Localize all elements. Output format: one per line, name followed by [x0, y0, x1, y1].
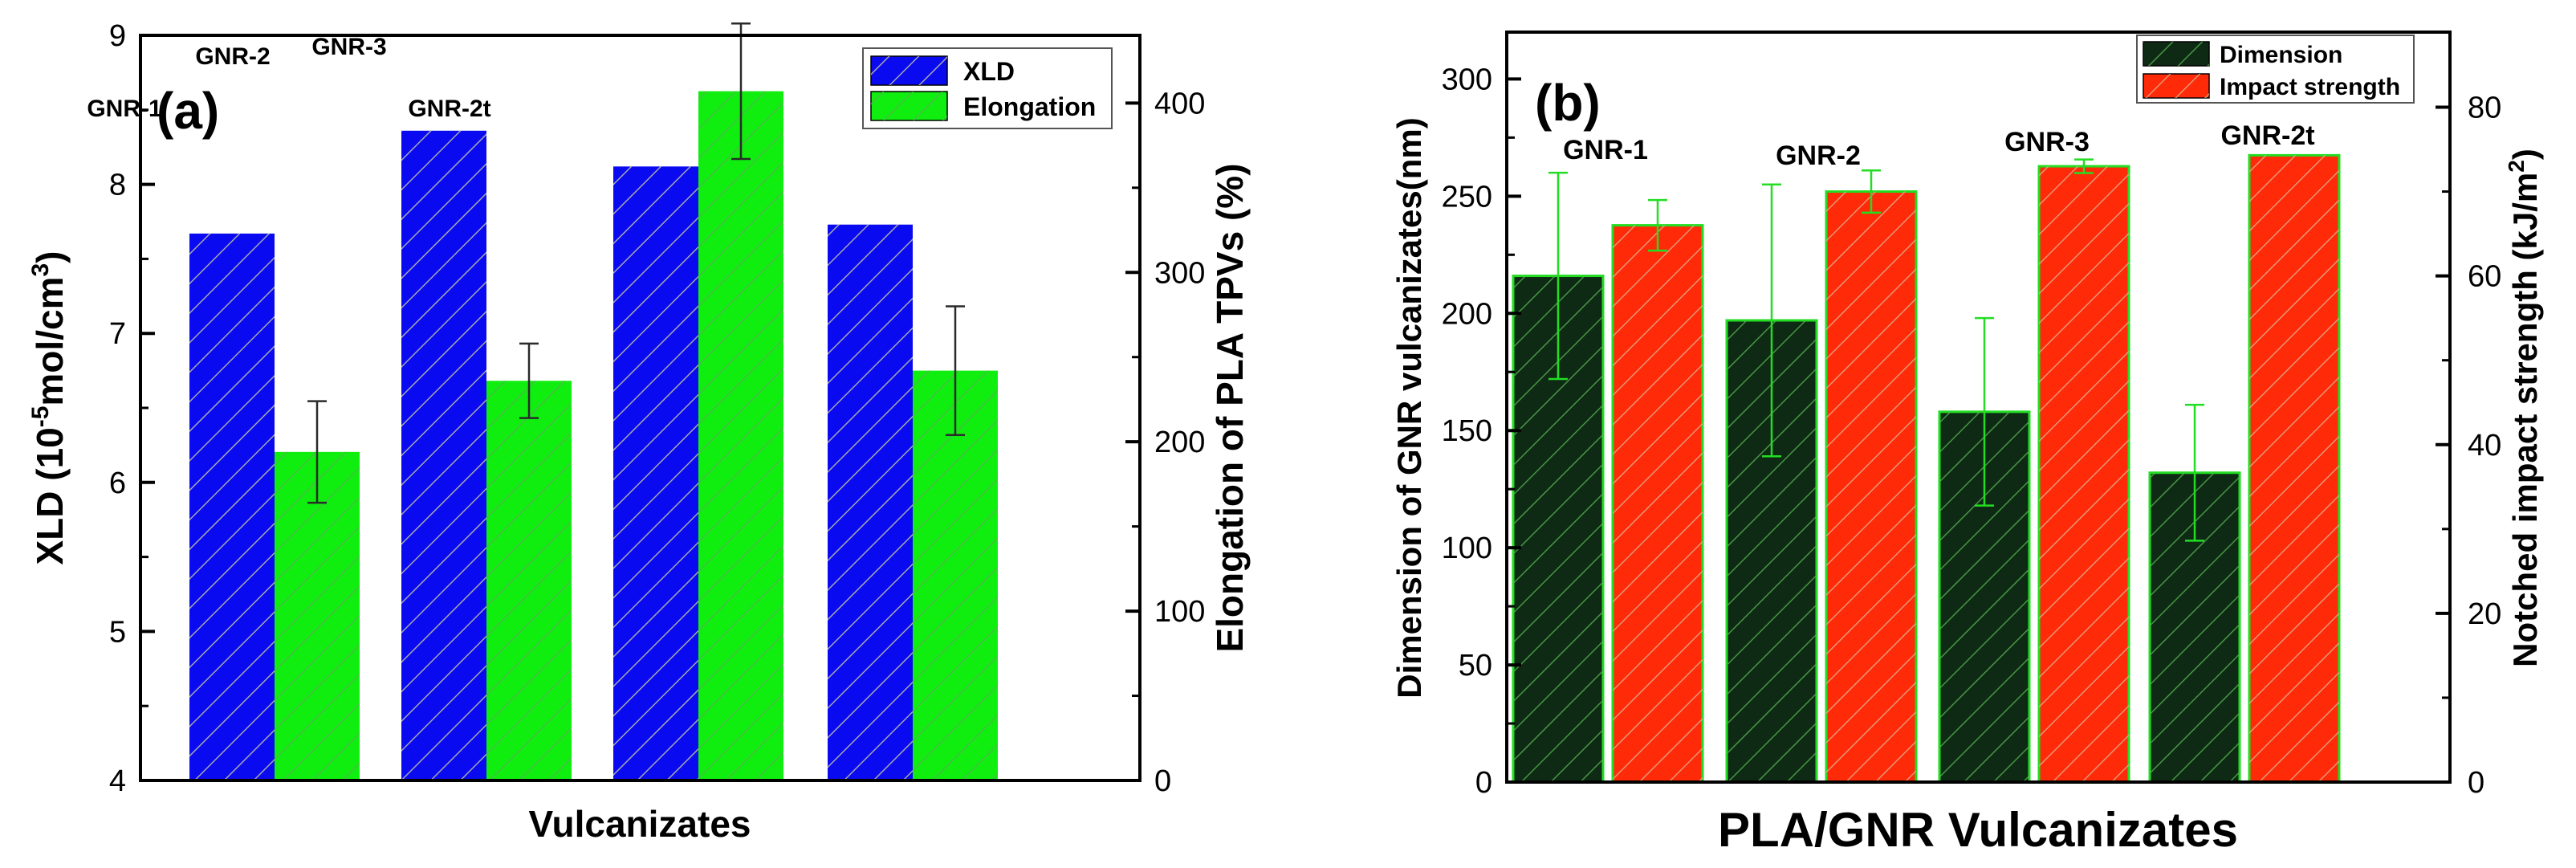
y-tick-label-left-4: 4 — [109, 764, 126, 798]
y-tick-label-right-400: 400 — [1154, 87, 1205, 120]
ylabel-prefix-a: XLD (10 — [29, 427, 71, 564]
y-tick-label-left-5: 5 — [109, 615, 126, 649]
y-axis-left-a: 4 5 6 7 8 9 — [109, 19, 155, 798]
legend-swatch-elongation-hatch — [871, 92, 947, 120]
error-bars-panel-a — [307, 22, 965, 504]
y-axis-left-b: 0 50 100 150 200 250 300 — [1442, 63, 1521, 800]
y-tick-label-left-9: 9 — [109, 19, 126, 53]
y2label-prefix-b: Notched impact strength (kJ/m — [2506, 173, 2544, 667]
category-label-gnr-1: GNR-1 — [87, 96, 161, 122]
ylabel-mid-a: mol/cm — [29, 277, 71, 406]
bar-hatch-xld-gnr-2 — [401, 130, 486, 780]
bar-hatch-elongation-gnr-2t — [913, 370, 998, 780]
bar-hatch-elongation-gnr-1 — [275, 451, 360, 780]
category-label-gnr-2t: GNR-2t — [408, 96, 490, 122]
y-axis-title-right-b: Notched impact strength (kJ/m2) — [2504, 149, 2544, 667]
y-tick-label-right-300: 300 — [1154, 256, 1205, 290]
y-tick-label-left-150: 150 — [1442, 414, 1492, 448]
y-axis-title-right-a: Elongation of PLA TPVs (%) — [1209, 163, 1251, 652]
y-tick-label-right-80: 80 — [2468, 92, 2501, 125]
bar-hatch-elongation-gnr-3 — [698, 91, 783, 781]
category-label-gnr-3: GNR-3 — [311, 34, 386, 60]
category-label-gnr-3: GNR-3 — [2004, 127, 2090, 157]
y-tick-label-right-200: 200 — [1154, 426, 1205, 459]
ylabel-suffix-a: ) — [29, 251, 71, 263]
y-tick-label-right-60: 60 — [2468, 260, 2501, 294]
x-axis-title-b: PLA/GNR Vulcanizates — [1718, 803, 2238, 857]
legend-label-dimension: Dimension — [2220, 42, 2342, 68]
category-label-gnr-2: GNR-2 — [195, 43, 270, 70]
y-tick-label-left-8: 8 — [109, 169, 126, 202]
bar-hatch-xld-gnr-3 — [613, 166, 698, 780]
y2label-exp-b: 2 — [2504, 160, 2529, 173]
legend-swatch-dimension-hatch — [2143, 42, 2209, 66]
y-tick-label-right-20: 20 — [2468, 597, 2501, 631]
y-axis-title-left-b: Dimension of GNR vulcanizates(nm) — [1390, 117, 1428, 698]
legend-a: XLD Elongation — [862, 47, 1113, 129]
y-tick-label-left-250: 250 — [1442, 180, 1492, 214]
y-axis-right-a: 0 100 200 300 400 — [1125, 87, 1205, 798]
legend-b: Dimension Impact strength — [2136, 35, 2415, 104]
bar-hatch-xld-gnr-2t — [828, 224, 913, 780]
bar-hatch-impact-strength-gnr-1 — [1613, 225, 1703, 782]
panel-label-a: (a) — [157, 82, 219, 140]
x-axis-title-a: Vulcanizates — [529, 803, 751, 845]
y2label-suffix-b: ) — [2506, 149, 2544, 160]
legend-label-elongation: Elongation — [963, 92, 1096, 121]
legend-label-impact: Impact strength — [2220, 74, 2400, 100]
legend-label-xld: XLD — [963, 57, 1015, 86]
category-labels-b: GNR-1 GNR-2 GNR-3 GNR-2t — [1563, 120, 2314, 171]
bar-hatch-impact-strength-gnr-3 — [2039, 166, 2129, 783]
y-tick-label-left-0: 0 — [1475, 766, 1492, 800]
bars-panel-a — [189, 91, 998, 781]
category-label-gnr-1: GNR-1 — [1563, 135, 1648, 165]
panel-label-b: (b) — [1535, 74, 1601, 132]
y-tick-label-left-50: 50 — [1459, 649, 1492, 683]
y-tick-label-left-6: 6 — [109, 467, 126, 500]
y-tick-label-right-40: 40 — [2468, 429, 2501, 463]
legend-swatch-xld-hatch — [871, 56, 947, 85]
y-tick-label-left-200: 200 — [1442, 297, 1492, 331]
y-tick-label-right-100: 100 — [1154, 595, 1205, 629]
bar-hatch-impact-strength-gnr-2t — [2249, 155, 2339, 782]
ylabel-exp1-a: -5 — [27, 406, 54, 428]
bar-hatch-impact-strength-gnr-2 — [1826, 191, 1916, 783]
y-tick-label-right-0: 0 — [1154, 764, 1171, 798]
bar-hatch-elongation-gnr-2 — [486, 381, 572, 780]
legend-swatch-impact-hatch — [2143, 74, 2209, 98]
category-labels-a: GNR-1 GNR-2 GNR-3 GNR-2t — [87, 34, 490, 122]
category-label-gnr-2: GNR-2 — [1776, 141, 1861, 171]
category-label-gnr-2t: GNR-2t — [2220, 120, 2314, 151]
bars-panel-b — [1512, 153, 2341, 784]
plot-frame-b — [1505, 31, 2452, 784]
ylabel-exp2-a: 3 — [27, 263, 54, 277]
y-tick-label-left-7: 7 — [109, 317, 126, 351]
y-axis-right-b: 0 20 40 60 80 — [2436, 92, 2501, 800]
y-tick-label-left-100: 100 — [1442, 532, 1492, 565]
bar-hatch-xld-gnr-1 — [189, 233, 275, 780]
y-axis-title-left-a: XLD (10-5mol/cm3) — [27, 251, 71, 564]
error-bars-panel-b — [1548, 158, 2204, 542]
y-tick-label-right-0: 0 — [2468, 766, 2484, 800]
y-tick-label-left-300: 300 — [1442, 63, 1492, 96]
